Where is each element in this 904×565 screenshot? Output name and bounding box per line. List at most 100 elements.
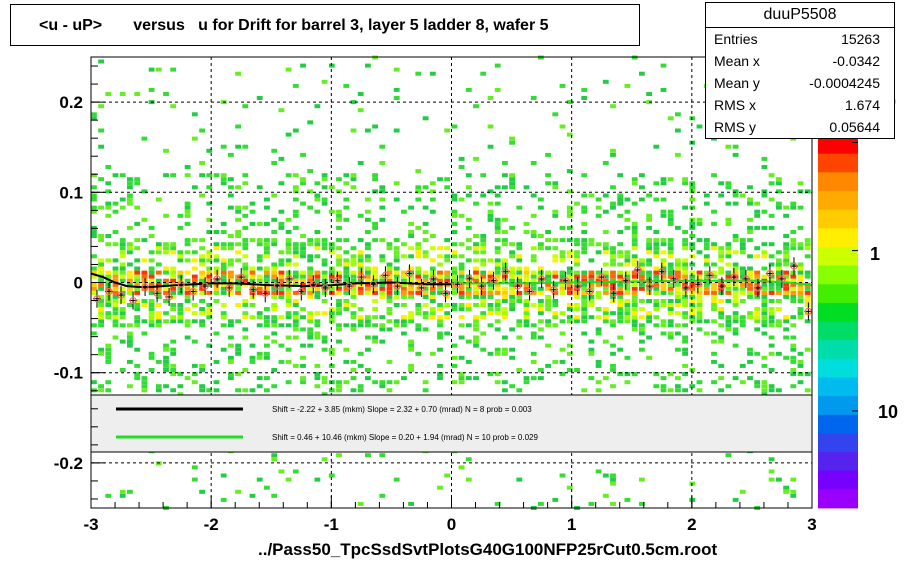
heat-cell xyxy=(566,254,573,259)
profile-point xyxy=(189,287,197,296)
colorbar-segment xyxy=(818,358,858,378)
heat-cell xyxy=(379,339,386,344)
heat-cell xyxy=(682,230,688,234)
heat-cell xyxy=(783,294,789,299)
heat-cell xyxy=(768,225,775,230)
heat-cell xyxy=(502,230,508,234)
heat-cell xyxy=(689,286,696,291)
heat-cell xyxy=(617,335,624,340)
heat-cell xyxy=(444,177,451,182)
profile-point xyxy=(501,268,510,276)
heat-cell xyxy=(494,286,501,291)
heat-cell xyxy=(235,144,241,149)
stats-value: 15263 xyxy=(841,31,880,47)
heat-cell xyxy=(336,189,342,194)
heat-cell xyxy=(328,246,335,251)
heat-cell xyxy=(271,217,278,222)
heat-cell xyxy=(285,246,292,251)
heat-cell xyxy=(336,339,342,344)
heat-cell xyxy=(242,104,249,109)
heat-cell xyxy=(465,185,472,190)
heat-cell xyxy=(105,201,112,206)
heat-cell xyxy=(365,315,371,320)
heat-cell xyxy=(91,185,97,190)
heat-cell xyxy=(271,323,278,328)
heat-cell xyxy=(509,250,515,255)
heat-cell xyxy=(336,453,342,458)
heat-cell xyxy=(660,282,667,287)
heat-cell xyxy=(465,294,472,299)
heat-cell xyxy=(365,376,371,381)
heat-cell xyxy=(134,323,141,328)
heat-cell xyxy=(610,270,616,275)
heat-cell xyxy=(552,213,559,218)
heat-cell xyxy=(790,262,797,267)
heat-cell xyxy=(155,388,162,393)
heat-cell xyxy=(119,368,126,372)
heat-cell xyxy=(422,311,429,316)
heat-cell xyxy=(155,319,162,324)
heat-cell xyxy=(761,331,768,336)
heat-cell xyxy=(235,282,241,287)
heat-cell xyxy=(422,254,429,259)
heat-cell xyxy=(235,372,241,377)
heat-cell xyxy=(494,307,501,312)
x-tick-label: 0 xyxy=(447,515,456,534)
heat-cell xyxy=(112,303,119,307)
heat-cell xyxy=(653,250,660,255)
heat-cell xyxy=(545,238,551,243)
heat-cell xyxy=(768,343,775,348)
heat-cell xyxy=(336,327,342,332)
heat-cell xyxy=(711,286,717,291)
heat-cell xyxy=(588,258,595,263)
heat-cell xyxy=(523,185,530,190)
heat-cell xyxy=(386,388,393,393)
heat-cell xyxy=(292,213,299,218)
heat-cell xyxy=(574,282,580,287)
heat-cell xyxy=(271,278,278,283)
heat-cell xyxy=(264,286,270,291)
heat-cell xyxy=(141,384,148,389)
y-tick-label: 0.2 xyxy=(59,93,83,112)
heat-cell xyxy=(797,274,804,279)
heat-cell xyxy=(639,71,645,76)
heat-cell xyxy=(458,335,465,340)
heat-cell xyxy=(163,311,169,316)
heat-cell xyxy=(105,165,112,169)
heat-cell xyxy=(220,230,227,234)
heat-cell xyxy=(646,290,652,295)
heat-cell xyxy=(141,380,148,385)
heat-cell xyxy=(617,213,624,218)
heat-cell xyxy=(98,282,104,287)
heat-cell xyxy=(213,388,220,393)
profile-point xyxy=(574,282,582,290)
heat-cell xyxy=(682,238,688,243)
heat-cell xyxy=(155,286,162,291)
heat-cell xyxy=(617,290,624,295)
heat-cell xyxy=(271,319,278,324)
heat-cell xyxy=(595,270,602,275)
heat-cell xyxy=(768,315,775,320)
heat-cell xyxy=(451,355,458,360)
heat-cell xyxy=(725,290,732,295)
heat-cell xyxy=(256,315,263,320)
profile-point xyxy=(766,269,774,278)
y-tick-label: 0 xyxy=(74,274,83,293)
heat-cell xyxy=(667,299,674,303)
heat-cell xyxy=(278,294,285,299)
heat-cell xyxy=(516,335,523,340)
heat-cell xyxy=(264,307,270,312)
heat-cell xyxy=(256,351,263,356)
heat-cell xyxy=(220,473,227,478)
heat-cell xyxy=(429,286,436,291)
heat-cell xyxy=(249,278,256,283)
heat-cell xyxy=(372,339,378,344)
heat-cell xyxy=(292,282,299,287)
heat-cell xyxy=(581,294,588,299)
heat-cell xyxy=(487,258,494,263)
heat-cell xyxy=(422,327,429,332)
heat-cell xyxy=(725,299,732,303)
heat-cell xyxy=(228,359,234,364)
heat-cell xyxy=(184,205,191,210)
stats-row: Entries 15263 xyxy=(706,28,894,50)
